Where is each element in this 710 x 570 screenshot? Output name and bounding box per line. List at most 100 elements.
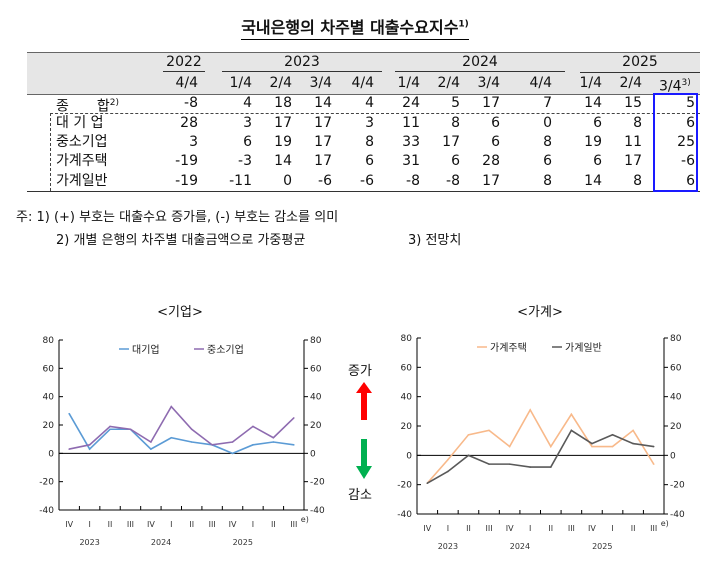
table-cell: 6 (543, 153, 552, 169)
quarter-label: 4/4 (529, 75, 552, 91)
x-tick-label: II (466, 524, 471, 533)
quarter-header: 2/4 (252, 74, 292, 93)
x-tick-label: I (170, 520, 172, 529)
legend-label: 중소기업 (207, 343, 244, 356)
table-cell: 8 (451, 115, 460, 131)
quarter-label: 1/4 (229, 75, 252, 91)
quarter-label: 3/4 (659, 78, 682, 95)
year-2024: 2024 (395, 54, 565, 72)
data-point (292, 417, 295, 419)
quarter-label: 3/4 (309, 75, 332, 91)
table-cell: 6 (593, 153, 602, 169)
table-cell: 14 (274, 153, 292, 169)
table-cell: 17 (624, 153, 642, 169)
table-cell: 6 (365, 153, 374, 169)
data-point (426, 482, 429, 485)
quarter-header: 4/4 (158, 74, 198, 93)
table-cell: 14 (584, 95, 602, 111)
table-cell: -8 (446, 173, 460, 189)
x-tick-label: II (271, 520, 276, 529)
data-point (652, 445, 655, 448)
row-label-text: 대 기 업 (56, 115, 104, 131)
table-cell: 17 (314, 134, 332, 150)
year-2023: 2023 (222, 54, 382, 72)
table-cell: 15 (624, 95, 642, 111)
year-2022: 2022 (163, 54, 205, 72)
quarter-header: 1/4 (562, 74, 602, 93)
x-tick-label: III (568, 524, 575, 533)
x-tick-label: IV (65, 520, 73, 529)
data-point (549, 445, 552, 448)
table-cell: 6 (451, 153, 460, 169)
table-cell: 14 (584, 173, 602, 189)
dashed-divider (50, 113, 700, 114)
table-header-background (27, 52, 700, 95)
quarter-label: 4/4 (351, 75, 374, 91)
x-tick-label: III (486, 524, 493, 533)
title-footnote-mark: 1) (458, 19, 469, 30)
y-tick-label: -40 (397, 510, 412, 520)
table-cell: 17 (274, 115, 292, 131)
table-cell: -3 (238, 153, 252, 169)
data-point (170, 405, 173, 408)
table-cell: 17 (314, 115, 332, 131)
x-tick-label: III (209, 520, 216, 529)
table-cell: 6 (243, 134, 252, 150)
y-tick-label: 20 (43, 421, 55, 431)
year-label: 2023 (438, 542, 458, 551)
y-tick-label: 40 (43, 393, 55, 403)
quarter-label: 3/4 (477, 75, 500, 91)
note-3: 3) 전망치 (408, 233, 462, 248)
table-cell: 8 (633, 173, 642, 189)
table-cell: 25 (677, 134, 695, 150)
row-label-text: 가계일반 (56, 173, 108, 189)
quarter-header: 4/4 (512, 74, 552, 93)
table-cell: -11 (229, 173, 252, 189)
data-point (591, 445, 593, 448)
y-tick-label: 80 (401, 334, 413, 344)
table-cell: 3 (189, 134, 198, 150)
quarter-label: 1/4 (397, 75, 420, 91)
data-point (68, 412, 71, 415)
quarter-label: 4/4 (175, 75, 198, 91)
table-cell: 8 (543, 134, 552, 150)
row-note-mark: 2) (109, 98, 120, 108)
y-tick-label: -40 (39, 506, 54, 516)
data-point (272, 436, 275, 439)
data-point (488, 463, 490, 465)
data-point (467, 434, 470, 436)
data-point (231, 452, 234, 455)
note-1: 주: 1) (+) 부호는 대출수요 증가를, (-) 부호는 감소를 의미 (16, 210, 339, 225)
up-arrow-icon (356, 382, 372, 420)
quarter-label: 2/4 (437, 75, 460, 91)
table-bottom-rule (27, 191, 700, 192)
year-label: 2025 (592, 542, 612, 551)
x-tick-label: I (529, 524, 531, 533)
quarter-label: 1/4 (579, 75, 602, 91)
y-tick-label: -20 (397, 481, 412, 491)
y-tick-label: 40 (401, 393, 413, 403)
x-tick-label: II (631, 524, 636, 533)
data-point (150, 441, 152, 443)
x-tick-label: IV (229, 520, 237, 529)
chart-title-corporate: <기업> (157, 305, 203, 320)
x-tick-label: IV (506, 524, 514, 533)
forecast-note-mark: 3) (681, 78, 691, 88)
data-point (231, 441, 234, 443)
year-label: 2024 (151, 538, 171, 547)
x-tick-label: IV (423, 524, 431, 533)
table-cell: 24 (402, 95, 420, 111)
data-point (447, 458, 449, 461)
y-tick-label: -20 (39, 478, 54, 488)
y-tick-label-right: 60 (670, 363, 682, 373)
table-cell: -8 (184, 95, 198, 111)
table-cell: 33 (402, 134, 420, 150)
year-2025: 2025 (622, 54, 658, 70)
data-point (170, 436, 173, 439)
year-label: 2025 (233, 538, 253, 547)
table-cell: 7 (543, 95, 552, 111)
x-forecast-note: e) (301, 515, 309, 524)
y-tick-label-right: -20 (310, 478, 325, 488)
series-line-가계주택 (426, 408, 655, 484)
